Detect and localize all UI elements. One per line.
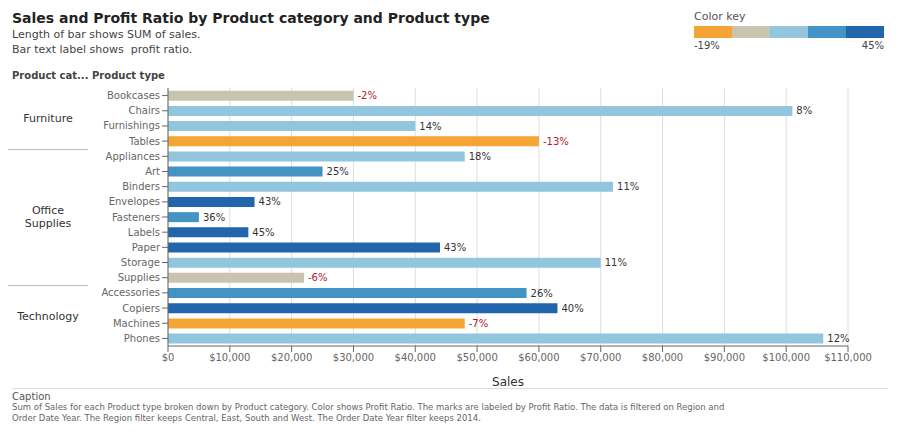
svg-text:25%: 25%	[327, 166, 349, 177]
svg-text:11%: 11%	[617, 181, 639, 192]
svg-text:18%: 18%	[469, 151, 491, 162]
svg-text:-7%: -7%	[469, 318, 488, 329]
svg-text:45%: 45%	[252, 227, 274, 238]
html-text:Sum of Sales for each Product: Sum of Sales for each Product type broke…	[12, 402, 725, 423]
svg-text:Storage: Storage	[121, 257, 160, 268]
svg-text:$50,000: $50,000	[456, 352, 497, 363]
svg-text:-13%: -13%	[543, 136, 569, 147]
svg-text:14%: 14%	[419, 121, 441, 132]
svg-text:$40,000: $40,000	[395, 352, 436, 363]
svg-text:Sales: Sales	[492, 375, 524, 386]
html-text:Technology: Technology	[17, 309, 79, 323]
svg-text:$10,000: $10,000	[209, 352, 250, 363]
svg-text:$30,000: $30,000	[333, 352, 374, 363]
svg-text:$20,000: $20,000	[271, 352, 312, 363]
svg-text:Binders: Binders	[122, 181, 160, 192]
svg-text:11%: 11%	[605, 257, 627, 268]
html-text:Color key: Color key	[694, 10, 746, 23]
html-text:45%: 45%	[861, 40, 884, 51]
svg-text:Phones: Phones	[124, 333, 160, 344]
svg-text:$0: $0	[162, 352, 175, 363]
svg-text:36%: 36%	[203, 212, 225, 223]
svg-text:Furnishings: Furnishings	[103, 120, 160, 131]
html-text:Length of bar shows SUM of sal: Length of bar shows SUM of sales.	[12, 28, 201, 41]
html-text:Caption: Caption	[12, 391, 51, 402]
svg-text:Envelopes: Envelopes	[109, 196, 160, 207]
svg-text:Paper: Paper	[132, 242, 161, 253]
svg-text:Appliances: Appliances	[106, 151, 160, 162]
html-text:-19%: -19%	[694, 40, 720, 51]
svg-text:$70,000: $70,000	[580, 352, 621, 363]
html-text:Product cat... Product type: Product cat... Product type	[12, 70, 165, 81]
svg-text:Copiers: Copiers	[122, 303, 160, 314]
svg-text:43%: 43%	[259, 196, 281, 207]
svg-text:Tables: Tables	[128, 136, 160, 147]
svg-text:Bookcases: Bookcases	[107, 90, 160, 101]
html-text:Sales and Profit Ratio by Prod: Sales and Profit Ratio by Product catego…	[12, 10, 490, 26]
svg-text:Chairs: Chairs	[128, 105, 160, 116]
svg-text:Labels: Labels	[128, 227, 160, 238]
svg-text:Accessories: Accessories	[101, 287, 160, 298]
svg-text:26%: 26%	[531, 288, 553, 299]
html-text:Bar text label shows profit ra: Bar text label shows profit ratio.	[12, 43, 193, 56]
svg-text:12%: 12%	[827, 333, 849, 344]
svg-text:$110,000: $110,000	[824, 352, 872, 363]
svg-text:-6%: -6%	[308, 272, 327, 283]
svg-text:$90,000: $90,000	[704, 352, 745, 363]
svg-text:$60,000: $60,000	[518, 352, 559, 363]
svg-text:Machines: Machines	[113, 318, 160, 329]
svg-text:$80,000: $80,000	[642, 352, 683, 363]
svg-text:Supplies: Supplies	[118, 272, 160, 283]
html-text:Furniture: Furniture	[23, 111, 73, 125]
svg-text:Fasteners: Fasteners	[112, 212, 160, 223]
svg-text:-2%: -2%	[357, 90, 376, 101]
svg-text:40%: 40%	[561, 303, 583, 314]
svg-text:Art: Art	[145, 166, 160, 177]
svg-text:$100,000: $100,000	[762, 352, 810, 363]
html-text:Office Supplies: Office Supplies	[24, 204, 72, 231]
svg-text:43%: 43%	[444, 242, 466, 253]
svg-text:8%: 8%	[796, 105, 812, 116]
